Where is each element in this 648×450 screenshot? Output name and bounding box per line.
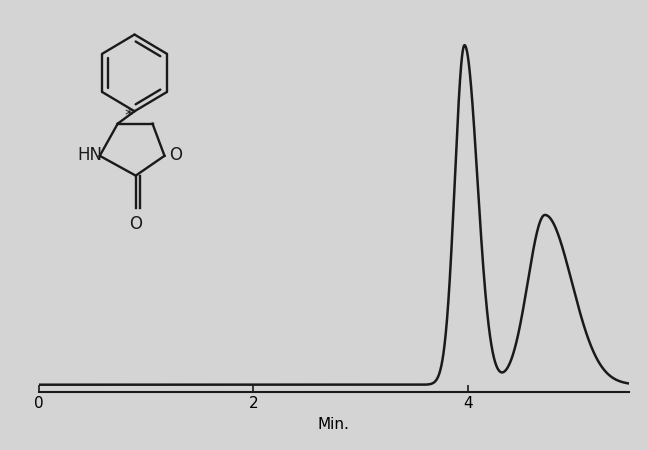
Text: *: * (125, 107, 133, 125)
Text: O: O (129, 215, 142, 233)
Text: HN: HN (77, 146, 102, 163)
Text: O: O (169, 146, 182, 163)
X-axis label: Min.: Min. (318, 417, 350, 432)
